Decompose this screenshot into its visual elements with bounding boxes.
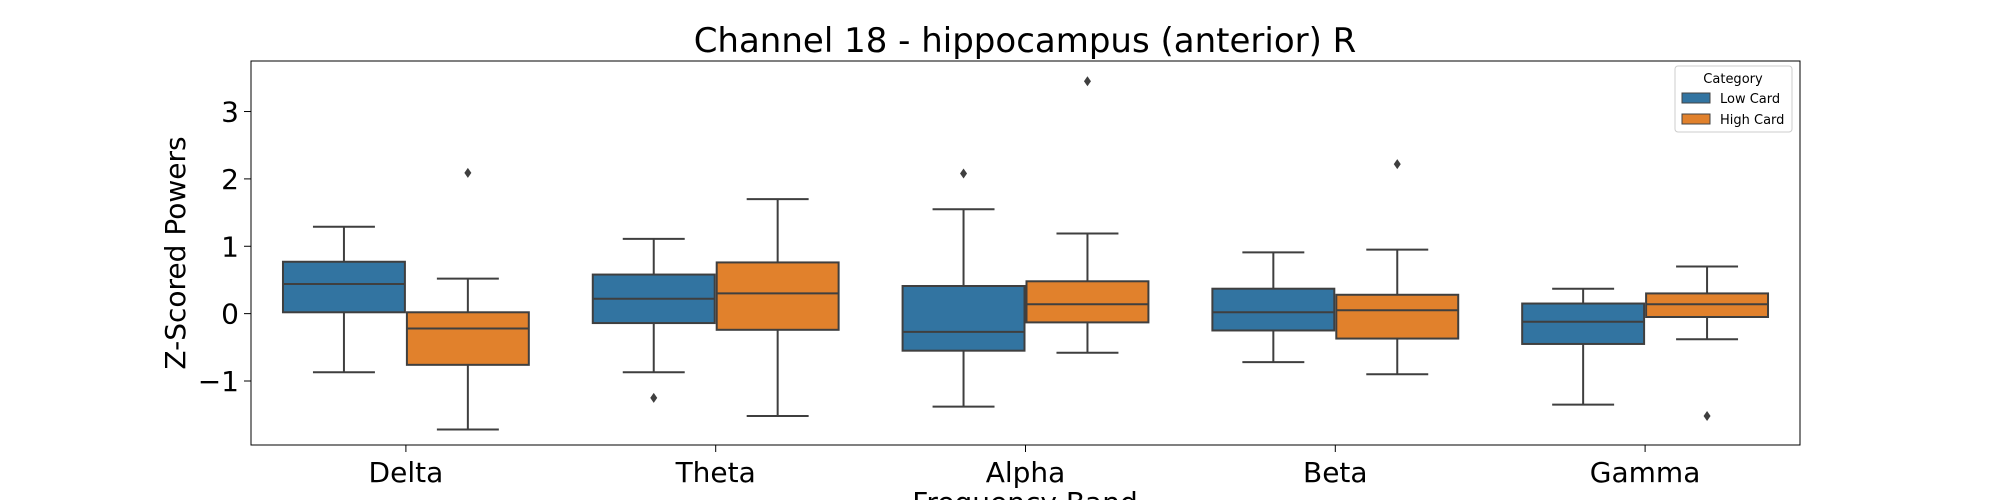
x-axis-label: Frequency Band — [912, 486, 1137, 500]
legend-label-high-card: High Card — [1720, 113, 1784, 128]
chart-title: Channel 18 - hippocampus (anterior) R — [694, 21, 1357, 61]
plot-area: −1 0 1 2 3 Delta Theta Alpha Beta Gamma — [198, 60, 1801, 489]
box-high-card-beta — [1335, 293, 1460, 340]
x-tick-label: Beta — [1303, 456, 1368, 489]
y-tick-label: −1 — [198, 365, 239, 398]
y-tick-label: 0 — [221, 298, 239, 331]
box-low-card-delta — [281, 260, 406, 314]
outlier-high-card-delta — [464, 167, 472, 178]
box-high-card-delta — [405, 311, 530, 366]
legend-swatch-high-card — [1681, 113, 1711, 125]
y-tick-label: 2 — [221, 163, 239, 196]
outlier-low-card-alpha — [960, 168, 968, 179]
box-low-card-alpha — [901, 285, 1026, 352]
box-high-card-alpha — [1025, 280, 1150, 324]
x-tick-label: Alpha — [986, 456, 1066, 489]
y-tick-label: 3 — [221, 96, 239, 129]
y-axis-label: Z-Scored Powers — [159, 136, 192, 369]
box-low-card-gamma — [1521, 302, 1646, 345]
legend-swatch-low-card — [1681, 92, 1711, 104]
outlier-high-card-alpha — [1083, 76, 1091, 87]
x-tick-label: Theta — [675, 456, 756, 489]
legend: Category Low Card High Card — [1674, 65, 1793, 133]
box-high-card-theta — [715, 261, 840, 331]
outlier-high-card-beta — [1393, 159, 1401, 170]
legend-label-low-card: Low Card — [1720, 92, 1780, 107]
x-tick-label: Delta — [369, 456, 444, 489]
legend-title: Category — [1703, 72, 1763, 87]
x-tick-label: Gamma — [1590, 456, 1701, 489]
box-low-card-beta — [1211, 287, 1336, 332]
outlier-high-card-gamma — [1703, 411, 1711, 422]
y-tick-label: 1 — [221, 230, 239, 263]
outlier-low-card-theta — [650, 392, 658, 403]
plot-frame — [250, 60, 1801, 446]
box-high-card-gamma — [1645, 292, 1770, 318]
